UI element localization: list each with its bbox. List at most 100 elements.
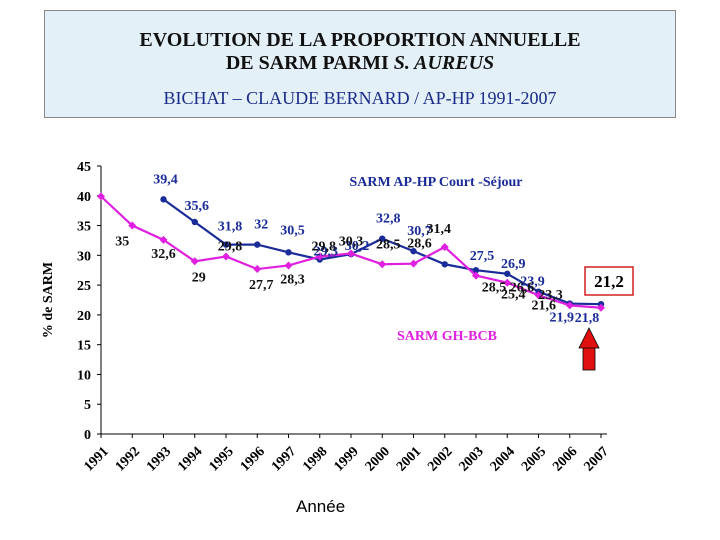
data-label: 21,8 [575, 311, 600, 326]
x-tick-label: 2005 [519, 444, 549, 474]
data-point-diamond [128, 221, 137, 230]
highlight-value: 21,2 [594, 272, 624, 291]
x-tick-label: 1997 [269, 444, 299, 474]
data-label: 32,6 [151, 247, 176, 262]
data-point-circle [472, 267, 480, 274]
x-tick-label: 1999 [331, 444, 361, 474]
x-tick-label: 1992 [113, 444, 143, 474]
data-point-diamond [378, 260, 387, 269]
data-label: 26,9 [501, 257, 526, 272]
title-line-1: EVOLUTION DE LA PROPORTION ANNUELLE [139, 29, 581, 51]
data-label: 30,3 [339, 235, 364, 250]
data-label: 29 [192, 270, 206, 285]
y-tick-label: 35 [77, 220, 91, 235]
x-axis-label: Année [296, 497, 346, 516]
data-point-diamond [347, 249, 355, 258]
data-point-diamond [97, 192, 105, 201]
highlight-arrow-head [578, 327, 600, 349]
title-line-3: BICHAT – CLAUDE BERNARD / AP-HP 1991-200… [163, 88, 557, 108]
x-tick-label: 2003 [456, 444, 486, 474]
y-tick-label: 30 [77, 249, 91, 264]
data-label: 21,9 [550, 311, 575, 326]
data-label: 31,4 [427, 222, 452, 237]
data-point-diamond [190, 257, 199, 266]
title-box: EVOLUTION DE LA PROPORTION ANNUELLE DE S… [44, 10, 676, 118]
x-tick-label: 2006 [550, 444, 580, 474]
data-label: 28,3 [280, 272, 305, 287]
y-tick-label: 40 [77, 190, 91, 205]
data-label: 32 [254, 218, 268, 233]
title-line-2-italic: S. AUREUS [393, 52, 495, 74]
y-axis-label: % de SARM [41, 262, 56, 338]
data-label: 29,8 [218, 240, 243, 255]
x-tick-label: 2002 [425, 444, 455, 474]
data-label: 31,8 [218, 220, 243, 235]
series-layer [97, 192, 605, 312]
data-point-circle [379, 235, 386, 242]
data-label: 28,5 [376, 237, 401, 252]
x-tick-label: 1995 [206, 444, 236, 474]
y-tick-label: 10 [77, 368, 91, 383]
data-point-diamond [503, 278, 512, 287]
data-point-diamond [315, 252, 324, 261]
data-point-diamond [472, 271, 480, 280]
data-label: 25,4 [501, 288, 526, 303]
data-point-circle [441, 261, 448, 268]
data-point-circle [285, 249, 292, 256]
data-point-diamond [284, 261, 293, 270]
data-label: 27,7 [249, 278, 274, 293]
data-label: 23,9 [520, 275, 545, 290]
data-label: 30,7 [407, 224, 432, 239]
data-point-circle [254, 241, 261, 248]
data-label: 28,6 [407, 237, 432, 252]
series-label-aphp: SARM AP-HP Court -Séjour [349, 175, 522, 190]
data-point-diamond [222, 252, 230, 261]
data-label: 35,6 [185, 199, 210, 214]
data-point-diamond [565, 301, 574, 310]
data-label: 35 [115, 235, 129, 250]
y-tick-label: 20 [77, 309, 91, 324]
x-tick-label: 1993 [144, 444, 174, 474]
data-point-diamond [440, 242, 449, 251]
data-point-circle [504, 270, 511, 277]
x-tick-label: 2004 [488, 444, 518, 474]
title-line-2-prefix: DE SARM PARMI [225, 52, 394, 74]
data-point-diamond [534, 291, 543, 300]
y-tick-label: 45 [77, 160, 91, 175]
data-label: 32,8 [376, 212, 401, 227]
x-tick-label: 1991 [81, 444, 111, 474]
data-label: 39,4 [153, 172, 178, 187]
data-labels-layer: 39,4 35,6 31,8 32 30,5 29,3 30,2 32,8 30,7 27,5 26… [115, 172, 634, 371]
data-label: 28,5 26,6 [482, 281, 535, 296]
data-point-circle [191, 218, 198, 226]
data-point-diamond [253, 265, 262, 274]
highlight-box [584, 266, 634, 296]
highlight-arrow-shaft [582, 345, 596, 371]
x-tick-label: 1994 [175, 444, 205, 474]
x-tick-label: 1998 [300, 444, 330, 474]
x-tick-label: 2000 [363, 444, 393, 474]
data-label: 30,5 [280, 223, 305, 238]
x-tick-label: 1996 [238, 444, 268, 474]
data-point-diamond [597, 303, 605, 312]
y-tick-label: 0 [84, 428, 91, 443]
series-label-ghbcb: SARM GH-BCB [397, 329, 497, 344]
y-tick-label: 5 [84, 398, 91, 413]
data-label: 30,2 [345, 239, 370, 254]
data-label: 23,3 [538, 288, 563, 303]
data-point-diamond [409, 259, 418, 268]
data-label: 27,5 [470, 249, 495, 264]
data-label: 29,8 [312, 240, 337, 255]
data-label: 21,6 [532, 298, 557, 313]
data-point-circle [222, 241, 230, 248]
y-tick-label: 25 [77, 279, 91, 294]
y-tick-label: 15 [77, 339, 91, 354]
data-point-diamond [159, 235, 168, 244]
x-tick-label: 2007 [581, 444, 611, 474]
x-tick-label: 2001 [394, 444, 424, 474]
title-line-2: DE SARM PARMI S. AUREUS [45, 52, 675, 75]
data-label: 29,3 [314, 245, 339, 260]
data-point-circle [410, 247, 417, 255]
